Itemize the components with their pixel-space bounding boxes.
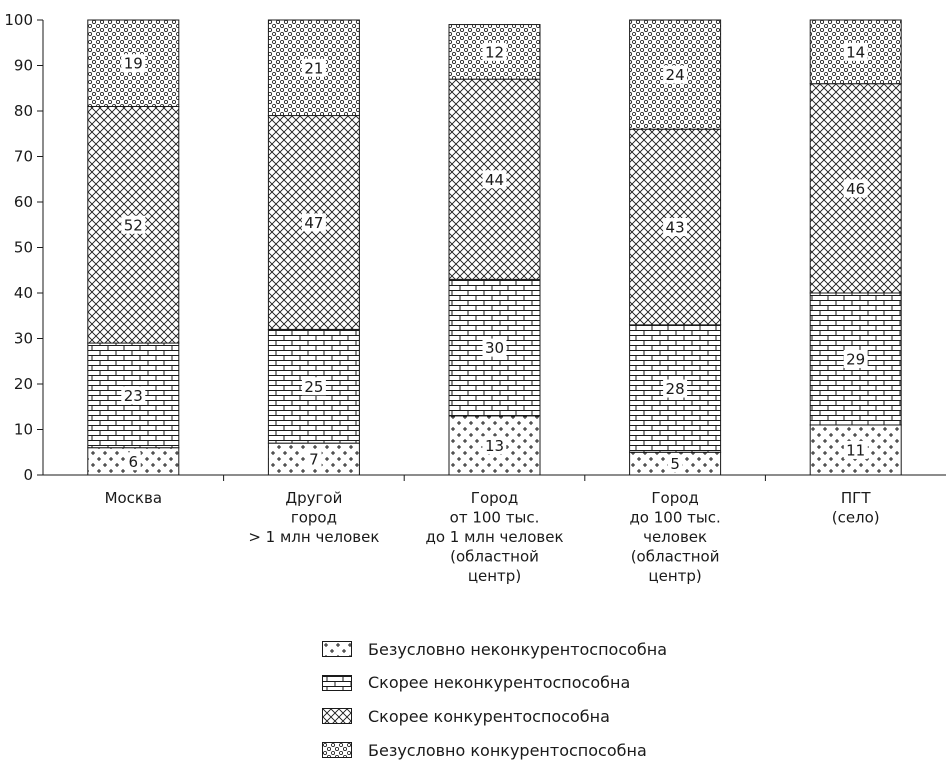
x-tick-label: > 1 млн человек: [248, 528, 379, 546]
legend-label: Скорее конкурентоспособна: [368, 706, 610, 726]
y-tick-label: 90: [14, 57, 33, 75]
data-label-bg: [121, 54, 146, 73]
legend-swatch-crosshatch: [322, 708, 352, 725]
data-label: 43: [666, 219, 685, 237]
data-label-bg: [663, 65, 688, 84]
y-axis: 0 10 20 30 40 50 60 70 80 90 100: [4, 11, 44, 484]
data-label-bg: [121, 386, 146, 405]
data-label-bg: [121, 215, 146, 234]
data-label: 5: [670, 455, 680, 473]
value-labels: 6 23 52 19 7 25 47 21 13 30 44 12 5 28 43 24 11 29 46 14: [121, 42, 868, 473]
data-label-bg: [482, 338, 507, 357]
data-label: 30: [485, 339, 504, 357]
legend-item: Скорее неконкурентоспособна: [322, 670, 667, 696]
data-label-bg: [667, 454, 683, 473]
data-label-bg: [482, 436, 507, 455]
x-axis: [43, 474, 946, 481]
x-tick-label: город: [291, 509, 337, 527]
x-tick-label: Другой: [285, 489, 342, 507]
y-tick-label: 80: [14, 102, 33, 120]
data-label-bg: [843, 349, 868, 368]
y-tick-label: 30: [14, 330, 33, 348]
data-label: 12: [485, 43, 504, 61]
legend-swatch-circles: [322, 742, 352, 759]
x-tick-label: человек: [643, 528, 707, 546]
y-tick-label: 40: [14, 284, 33, 302]
data-label: 44: [485, 171, 504, 189]
legend-swatch-brick: [322, 674, 352, 691]
data-label: 28: [666, 380, 685, 398]
data-label: 7: [309, 451, 319, 469]
data-label-bg: [125, 452, 141, 471]
legend-label: Безусловно неконкурентоспособна: [368, 639, 668, 659]
y-tick-label: 60: [14, 193, 33, 211]
data-label-bg: [843, 42, 868, 61]
legend: Безусловно неконкурентоспособна Скорее н…: [322, 636, 667, 771]
data-label-bg: [663, 379, 688, 398]
x-tick-label: Москва: [105, 489, 162, 507]
bar-segment: [809, 292, 902, 426]
y-tick-label: 10: [14, 421, 33, 439]
bar-segment: [267, 19, 360, 117]
x-tick-label: центр): [648, 567, 701, 585]
legend-label: Безусловно конкурентоспособна: [368, 740, 647, 760]
data-label-bg: [482, 42, 507, 61]
data-label-bg: [843, 179, 868, 198]
data-label: 14: [846, 43, 865, 61]
y-tick-label: 0: [23, 466, 33, 484]
legend-item: Безусловно конкурентоспособна: [322, 737, 667, 763]
data-label: 23: [124, 387, 143, 405]
x-tick-label: Город: [651, 489, 698, 507]
data-label: 52: [124, 216, 143, 234]
legend-item: Безусловно неконкурентоспособна: [322, 636, 667, 662]
data-label-bg: [306, 450, 322, 469]
data-label: 21: [304, 59, 323, 77]
data-label: 19: [124, 55, 143, 73]
y-tick-label: 100: [4, 11, 33, 29]
x-tick-label: (областной: [450, 548, 539, 566]
x-tick-label: ПГТ: [841, 489, 871, 507]
x-tick-labels: Москва Другой город> 1 млн человек Город от …: [105, 489, 880, 585]
x-tick-label: до 100 тыс.: [629, 509, 720, 527]
x-tick-label: центр): [468, 567, 521, 585]
data-label: 47: [304, 214, 323, 232]
data-label-bg: [482, 170, 507, 189]
x-tick-label: до 1 млн человек: [425, 528, 563, 546]
data-label: 11: [846, 441, 865, 459]
x-tick-label: (областной: [631, 548, 720, 566]
data-label: 13: [485, 437, 504, 455]
y-tick-label: 20: [14, 375, 33, 393]
data-label: 29: [846, 350, 865, 368]
x-tick-label: (село): [832, 509, 880, 527]
y-tick-label: 50: [14, 239, 33, 257]
data-label-bg: [301, 377, 326, 396]
data-label-bg: [663, 218, 688, 237]
legend-label: Скорее неконкурентоспособна: [368, 673, 631, 693]
legend-item: Скорее конкурентоспособна: [322, 703, 667, 729]
data-label: 6: [129, 453, 139, 471]
data-label: 46: [846, 180, 865, 198]
data-label: 24: [666, 66, 685, 84]
data-label-bg: [843, 440, 868, 459]
data-label-bg: [301, 58, 326, 77]
x-tick-label: Город: [471, 489, 518, 507]
bar-segment: [87, 105, 180, 344]
bars: [87, 19, 902, 476]
x-tick-label: от 100 тыс.: [450, 509, 540, 527]
data-label: 25: [304, 378, 323, 396]
data-label-bg: [301, 213, 326, 232]
legend-swatch-plus: [322, 641, 352, 657]
y-tick-label: 70: [14, 148, 33, 166]
